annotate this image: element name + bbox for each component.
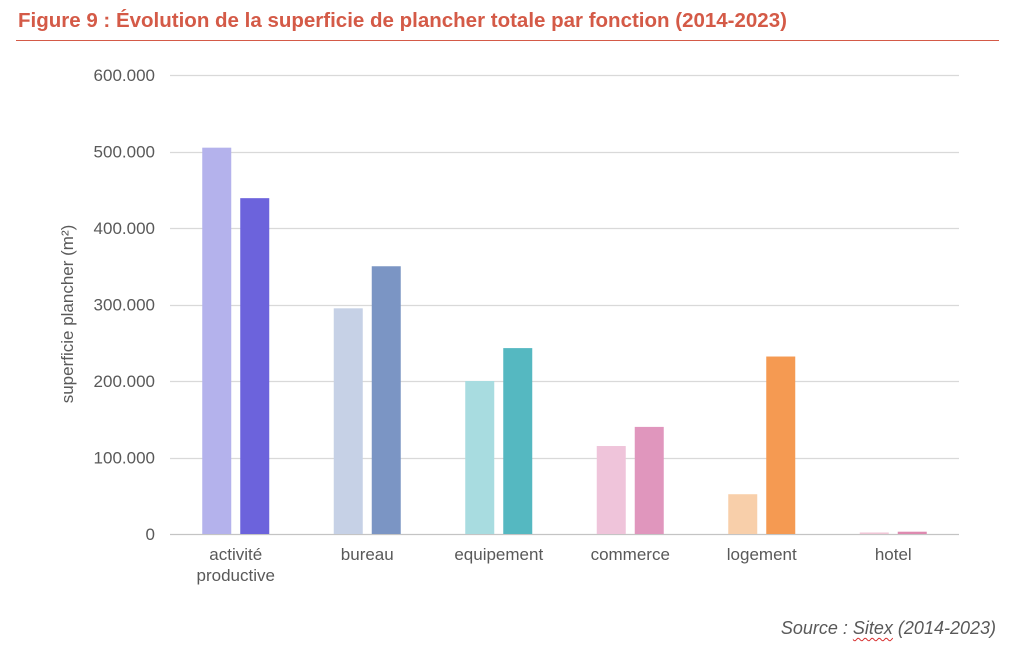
source-prefix: Source : [780,618,853,638]
bar [202,147,232,535]
bar [897,531,927,534]
y-tick-label: 600.000 [94,66,155,85]
bar [503,348,533,534]
x-tick-label: bureau [341,545,394,564]
gridlines [170,74,959,536]
y-tick-label: 100.000 [94,449,155,468]
bar [859,532,889,534]
source-suffix: (2014-2023) [892,618,996,638]
y-tick-labels: 0 100.000 200.000 300.000 400.000 500.000 600.… [94,66,155,544]
x-tick-label-line: bureau [341,545,394,564]
bar [240,198,270,535]
bar [634,426,664,534]
y-tick-label: 200.000 [94,372,155,391]
title-divider [16,40,999,41]
x-tick-label-line: productive [197,566,275,585]
x-tick-label-line: equipement [454,545,543,564]
y-axis-title: superficie plancher (m²) [58,225,77,404]
x-tick-label: hotel [875,545,912,564]
bar [465,381,495,534]
bar [766,356,796,534]
bar [728,494,758,534]
y-tick-label: 400.000 [94,219,155,238]
x-tick-label: equipement [454,545,543,564]
x-tick-label: commerce [591,545,670,564]
bar [596,446,626,534]
y-tick-label: 0 [146,525,155,544]
figure-title: Figure 9 : Évolution de la superficie de… [18,9,787,32]
source-name: Sitex [852,618,893,638]
x-tick-label: logement [727,545,797,564]
bar [333,308,363,534]
x-tick-label-line: commerce [591,545,670,564]
x-tick-label-line: logement [727,545,797,564]
x-tick-label-line: activité [209,545,262,564]
y-tick-label: 300.000 [94,296,155,315]
x-tick-label: activité productive [197,545,275,585]
y-tick-label: 500.000 [94,143,155,162]
bar [371,266,401,534]
bars [202,147,927,535]
x-tick-labels: activité productive bureau equipement commer… [197,545,912,585]
x-tick-label-line: hotel [875,545,912,564]
source-note: Source : Sitex (2014-2023) [781,618,996,639]
